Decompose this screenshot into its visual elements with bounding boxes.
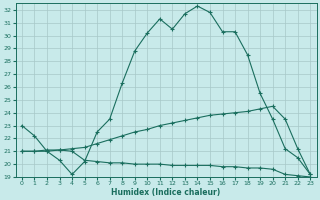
X-axis label: Humidex (Indice chaleur): Humidex (Indice chaleur): [111, 188, 221, 197]
